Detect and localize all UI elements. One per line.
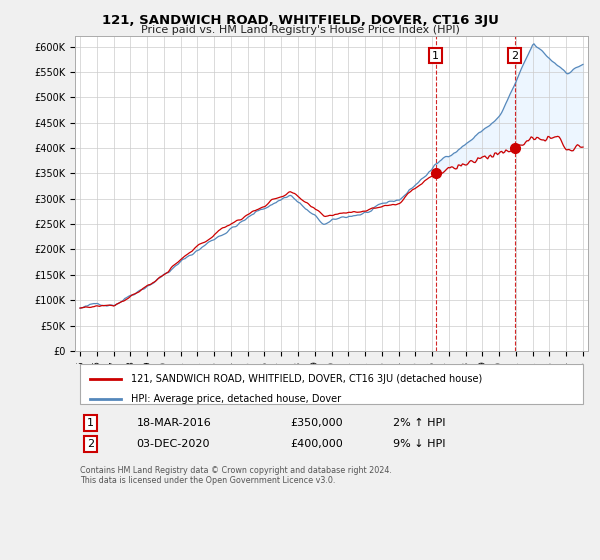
Text: Price paid vs. HM Land Registry's House Price Index (HPI): Price paid vs. HM Land Registry's House …	[140, 25, 460, 35]
Text: 2: 2	[511, 50, 518, 60]
Text: 1: 1	[432, 50, 439, 60]
Text: 03-DEC-2020: 03-DEC-2020	[137, 439, 210, 449]
Text: 121, SANDWICH ROAD, WHITFIELD, DOVER, CT16 3JU: 121, SANDWICH ROAD, WHITFIELD, DOVER, CT…	[101, 14, 499, 27]
Text: HPI: Average price, detached house, Dover: HPI: Average price, detached house, Dove…	[131, 394, 341, 404]
Text: £350,000: £350,000	[290, 418, 343, 428]
Text: 2% ↑ HPI: 2% ↑ HPI	[393, 418, 446, 428]
Text: 2: 2	[87, 439, 94, 449]
Text: 9% ↓ HPI: 9% ↓ HPI	[393, 439, 446, 449]
Text: Contains HM Land Registry data © Crown copyright and database right 2024.
This d: Contains HM Land Registry data © Crown c…	[80, 465, 392, 485]
Text: 18-MAR-2016: 18-MAR-2016	[137, 418, 211, 428]
FancyBboxPatch shape	[80, 364, 583, 404]
Text: £400,000: £400,000	[290, 439, 343, 449]
Text: 121, SANDWICH ROAD, WHITFIELD, DOVER, CT16 3JU (detached house): 121, SANDWICH ROAD, WHITFIELD, DOVER, CT…	[131, 374, 482, 384]
Text: 1: 1	[87, 418, 94, 428]
